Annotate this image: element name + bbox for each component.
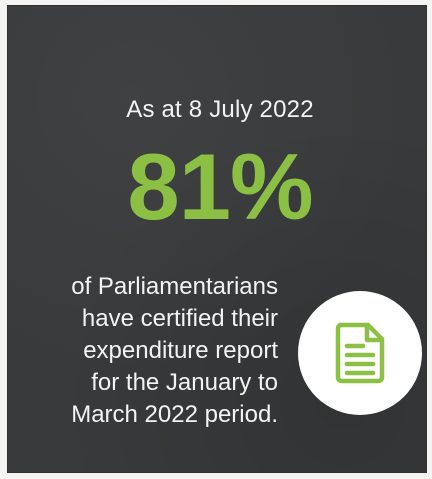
icon-badge (298, 291, 422, 415)
description-line: March 2022 period. (71, 401, 278, 428)
percentage-statistic: 81% (127, 134, 313, 239)
date-heading: As at 8 July 2022 (126, 96, 314, 123)
infographic-card (7, 5, 427, 473)
description-line: have certified their (81, 305, 278, 332)
document-icon (335, 322, 385, 384)
description-line: for the January to (91, 369, 278, 396)
description-line: of Parliamentarians (71, 273, 278, 300)
description-line: expenditure report (83, 337, 278, 364)
statistic-description: of Parliamentarians have certified their… (8, 271, 278, 431)
